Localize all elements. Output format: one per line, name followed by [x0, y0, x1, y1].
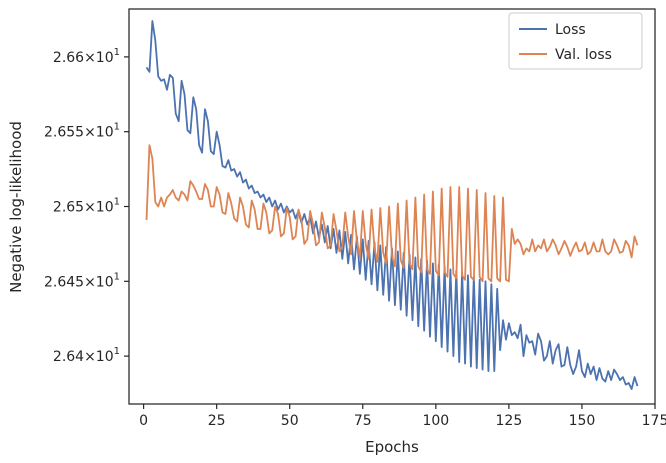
legend: Loss Val. loss [508, 12, 643, 70]
x-axis-label: Epochs [365, 438, 419, 456]
y-axis-label: Negative log-likelihood [7, 121, 25, 293]
x-axis-ticks: 0 25 50 75 100 125 150 175 [139, 404, 666, 429]
legend-label-loss: Loss [555, 22, 586, 38]
plot-frame [128, 8, 656, 405]
plot-area [128, 8, 656, 405]
series-points-val-loss [146, 145, 638, 282]
y-tick-label: 2.65×101 [53, 197, 120, 216]
y-tick-label: 2.645×101 [44, 271, 120, 290]
x-tick-label: 50 [281, 413, 299, 429]
x-tick-label: 150 [569, 413, 596, 429]
x-tick-label: 25 [208, 413, 226, 429]
x-tick-label: 75 [354, 413, 372, 429]
series-layer [145, 20, 639, 390]
y-tick-label: 2.655×101 [44, 122, 120, 141]
series-points-loss [146, 20, 638, 390]
x-tick-label: 175 [642, 413, 666, 429]
y-tick-label: 2.66×101 [53, 47, 120, 66]
x-tick-label: 100 [422, 413, 449, 429]
y-tick-label: 2.64×101 [53, 346, 120, 365]
x-tick-label: 125 [496, 413, 523, 429]
x-tick-label: 0 [139, 413, 148, 429]
legend-label-val-loss: Val. loss [555, 47, 612, 63]
y-axis-ticks: 2.64×101 2.645×101 2.65×101 2.655×101 2.66×1… [44, 47, 129, 365]
